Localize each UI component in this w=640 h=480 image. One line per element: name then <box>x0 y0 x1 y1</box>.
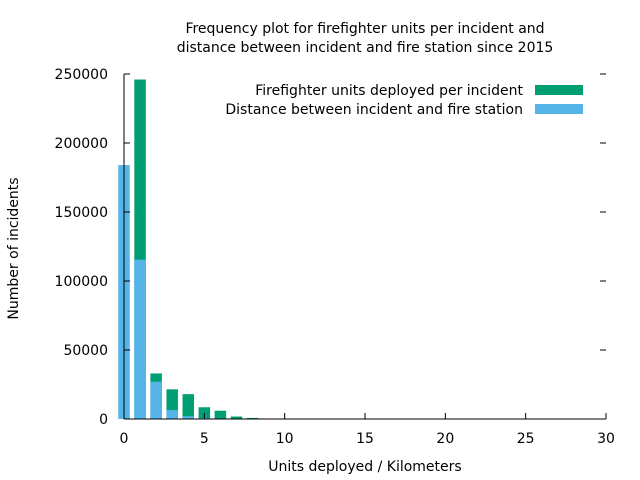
y-tick-label: 50000 <box>63 343 108 359</box>
legend-label-1: Firefighter units deployed per incident <box>255 83 523 99</box>
bar-series-1-x-8 <box>246 417 259 419</box>
bar-series-1-x-7 <box>230 416 243 419</box>
tick-labels: 0 50000 100000 150000 200000 250000 0 5 10 15 20 25… <box>55 67 615 447</box>
bar-series-1-x-3 <box>166 389 178 419</box>
bars <box>118 79 259 420</box>
bar-series-1-x-4 <box>182 394 195 419</box>
legend: Firefighter units deployed per incident D… <box>225 83 583 118</box>
x-tick-label: 0 <box>120 431 129 447</box>
x-axis-label: Units deployed / Kilometers <box>268 459 461 475</box>
y-tick-label: 200000 <box>55 136 108 152</box>
bar-series-2-x-2 <box>150 381 162 419</box>
x-tick-label: 30 <box>597 431 615 447</box>
y-tick-label: 100000 <box>55 274 108 290</box>
bar-series-1-x-1 <box>134 79 146 420</box>
bar-series-1-x-6 <box>214 410 227 419</box>
legend-label-2: Distance between incident and fire stati… <box>225 102 523 118</box>
x-tick-label: 10 <box>276 431 294 447</box>
chart-title: Frequency plot for firefighter units per… <box>177 21 554 56</box>
x-tick-label: 5 <box>200 431 209 447</box>
legend-swatch-2 <box>535 104 583 114</box>
y-tick-label: 0 <box>99 412 108 428</box>
bar-series-2-x-3 <box>166 410 178 419</box>
legend-swatch-1 <box>535 85 583 95</box>
y-tick-label: 150000 <box>55 205 108 221</box>
y-tick-label: 250000 <box>55 67 108 83</box>
y-axis-label: Number of incidents <box>6 177 22 319</box>
chart-title-line: distance between incident and fire stati… <box>177 40 554 56</box>
axes <box>123 73 607 420</box>
x-tick-label: 20 <box>436 431 454 447</box>
bar-series-2-x-4 <box>182 416 195 419</box>
x-tick-label: 15 <box>356 431 374 447</box>
bar-series-2-x-1 <box>134 259 146 419</box>
chart-title-line: Frequency plot for firefighter units per… <box>185 21 544 37</box>
x-tick-label: 25 <box>517 431 535 447</box>
